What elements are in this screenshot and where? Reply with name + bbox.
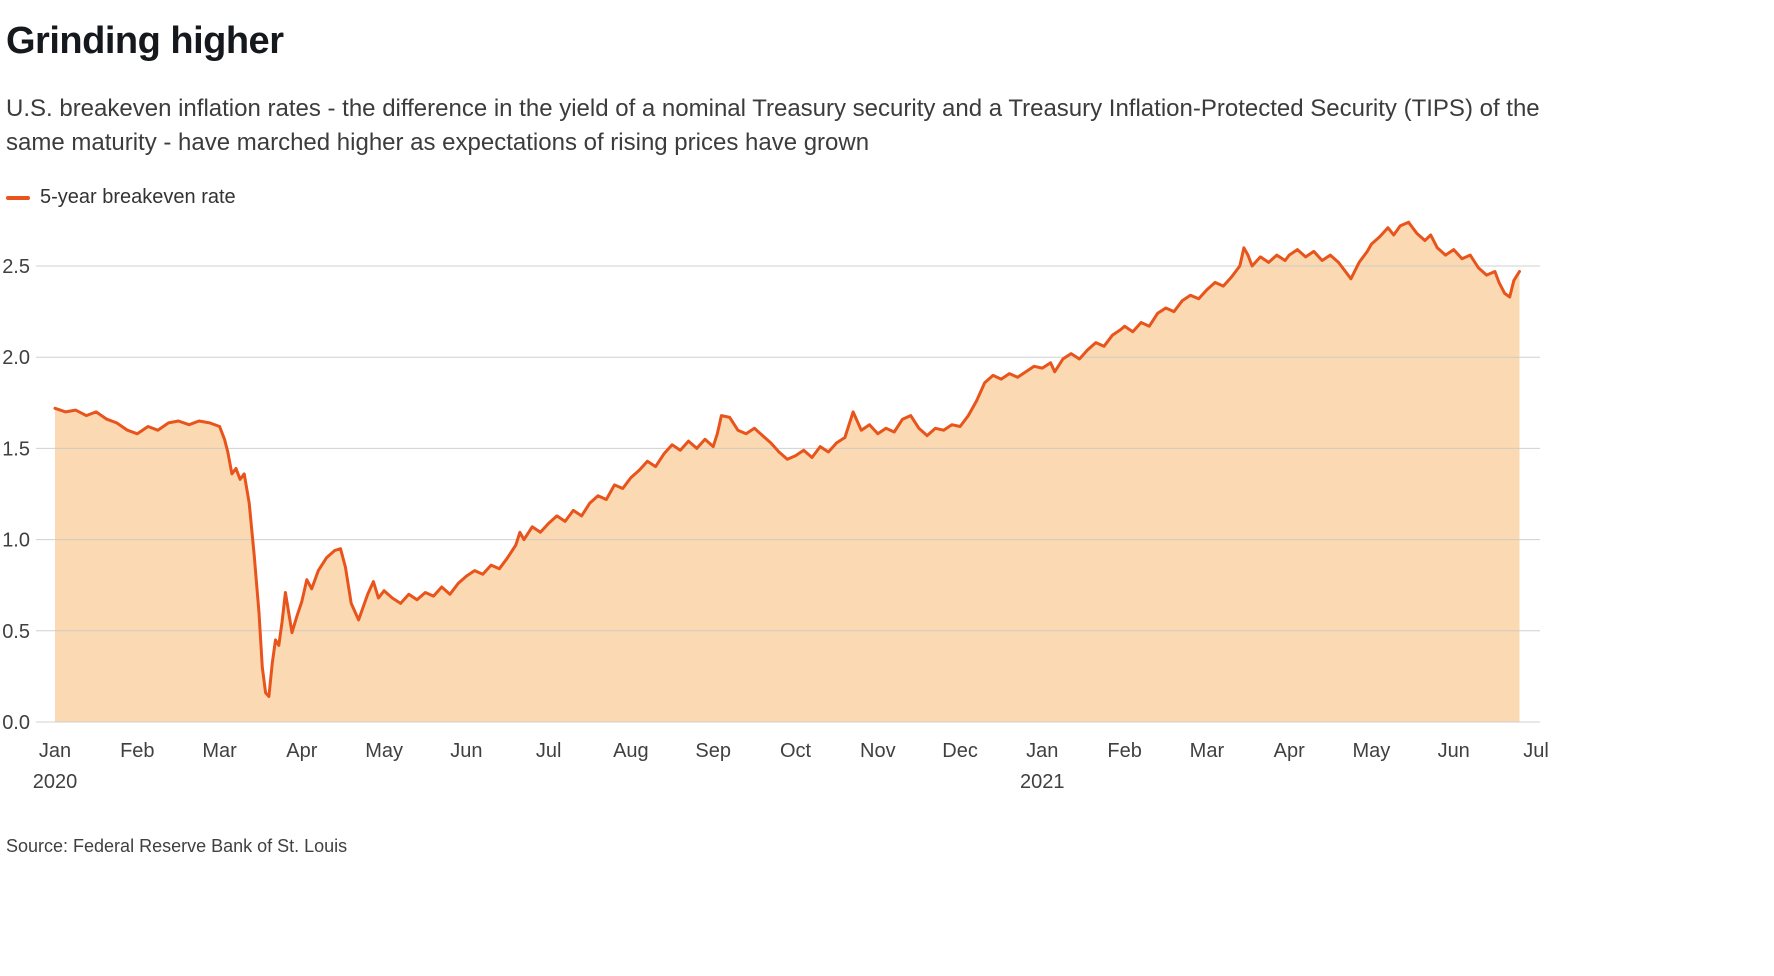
y-axis-tick-label: 0.5 bbox=[2, 621, 30, 643]
legend-line-swatch bbox=[6, 195, 30, 200]
x-axis-tick-label: Aug bbox=[613, 740, 649, 762]
breakeven-rate-chart: 0.0 0.5 1.0 1.5 2.0 2.5 Jan Feb Mar Apr May Jun Jul A… bbox=[2, 220, 1549, 793]
x-axis-tick-label: May bbox=[1353, 740, 1391, 762]
source-attribution: Source: Federal Reserve Bank of St. Loui… bbox=[6, 836, 348, 856]
y-axis-tick-label: 1.0 bbox=[2, 530, 30, 552]
x-axis-tick-label: Jul bbox=[536, 740, 562, 762]
x-axis-tick-label: Jun bbox=[1438, 740, 1470, 762]
y-axis-tick-label: 1.5 bbox=[2, 438, 30, 460]
chart-title: Grinding higher bbox=[6, 20, 284, 62]
x-axis-tick-label: Apr bbox=[1274, 740, 1305, 762]
x-axis-tick-label: Dec bbox=[942, 740, 978, 762]
x-axis-tick-label: Jun bbox=[450, 740, 482, 762]
breakeven-rate-line bbox=[53, 220, 1521, 698]
chart-legend: 5-year breakeven rate bbox=[6, 186, 236, 209]
x-axis-tick-label: Apr bbox=[286, 740, 317, 762]
x-axis-tick-label: May bbox=[365, 740, 403, 762]
y-axis-tick-label: 2.5 bbox=[2, 256, 30, 278]
x-axis-tick-label: Feb bbox=[1107, 740, 1141, 762]
legend-series-label: 5-year breakeven rate bbox=[40, 186, 236, 208]
x-axis-tick-label: Jul bbox=[1523, 740, 1549, 762]
x-axis-tick-label: Oct bbox=[780, 740, 812, 762]
chart-subtitle: U.S. breakeven inflation rates - the dif… bbox=[6, 95, 1540, 156]
x-axis-tick-label: Jan bbox=[1026, 740, 1058, 762]
x-axis-tick-label: Mar bbox=[202, 740, 237, 762]
x-axis-tick-label: Mar bbox=[1190, 740, 1225, 762]
x-axis-year-label: 2021 bbox=[1020, 771, 1065, 793]
chart-area: 0.0 0.5 1.0 1.5 2.0 2.5 Jan Feb Mar Apr May Jun Jul A… bbox=[0, 210, 1774, 810]
x-axis-tick-label: Sep bbox=[695, 740, 731, 762]
y-axis-tick-label: 0.0 bbox=[2, 712, 30, 734]
x-axis-tick-label: Feb bbox=[120, 740, 154, 762]
x-axis-tick-label: Nov bbox=[860, 740, 896, 762]
x-axis-year-label: 2020 bbox=[33, 771, 78, 793]
x-axis-tick-label: Jan bbox=[39, 740, 71, 762]
y-axis-tick-label: 2.0 bbox=[2, 347, 30, 369]
